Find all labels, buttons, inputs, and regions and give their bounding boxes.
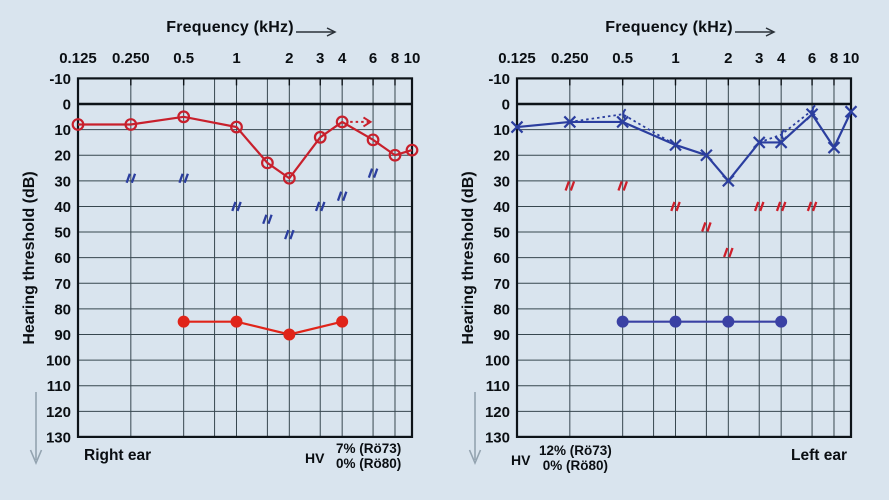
svg-text:1: 1 — [232, 50, 240, 67]
svg-text:4: 4 — [338, 50, 347, 67]
audiogram-panel-right-ear: -10 0 10 20 30 40 50 60 70 80 90 100 110 120 130 0.125 0… — [21, 19, 421, 471]
svg-text:0: 0 — [63, 97, 71, 114]
distortion-line-2: 0% (Rö80) — [542, 457, 609, 473]
right-arrow-icon — [296, 27, 337, 37]
svg-text:2: 2 — [285, 50, 293, 67]
svg-text:6: 6 — [808, 50, 816, 67]
svg-text:70: 70 — [493, 276, 510, 293]
svg-text:90: 90 — [493, 327, 510, 344]
svg-text:120: 120 — [485, 404, 510, 421]
down-arrow-icon — [29, 392, 43, 466]
x-axis-title: Frequency (kHz) — [605, 19, 733, 36]
svg-text:0.125: 0.125 — [498, 50, 536, 67]
svg-text:70: 70 — [54, 276, 71, 293]
svg-text:0: 0 — [502, 97, 510, 114]
svg-text:0.5: 0.5 — [612, 50, 633, 67]
hv-label: HV — [305, 450, 325, 466]
svg-text:30: 30 — [54, 173, 71, 190]
svg-text:110: 110 — [47, 378, 71, 395]
hv-label: HV — [511, 452, 531, 468]
svg-text:30: 30 — [493, 173, 510, 190]
audiogram-panel-left-ear: -10 0 10 20 30 40 50 60 70 80 90 100 110 120 130 0.125 0… — [439, 0, 889, 500]
y-axis-title: Hearing threshold (dB) — [21, 171, 38, 345]
ear-label-right: Right ear — [84, 447, 152, 464]
x-axis-title: Frequency (kHz) — [166, 19, 294, 36]
svg-text:100: 100 — [485, 353, 510, 370]
svg-text:90: 90 — [54, 327, 71, 344]
svg-text:130: 130 — [485, 429, 510, 446]
svg-text:10: 10 — [404, 50, 421, 67]
svg-text:2: 2 — [724, 50, 732, 67]
down-arrow-icon — [468, 392, 482, 466]
svg-text:110: 110 — [486, 378, 510, 395]
y-axis-title: Hearing threshold (dB) — [460, 171, 477, 345]
ear-label-left: Left ear — [791, 447, 847, 464]
svg-text:6: 6 — [369, 50, 377, 67]
svg-text:80: 80 — [54, 301, 71, 318]
svg-text:0.125: 0.125 — [59, 50, 97, 67]
svg-text:-10: -10 — [488, 71, 510, 88]
svg-text:10: 10 — [843, 50, 860, 67]
right-arrow-icon — [735, 27, 776, 37]
svg-text:0.5: 0.5 — [173, 50, 194, 67]
distortion-line-2: 0% (Rö80) — [336, 455, 402, 471]
svg-text:8: 8 — [830, 50, 838, 67]
svg-text:10: 10 — [493, 122, 510, 139]
distortion-line-1: 12% (Rö73) — [539, 443, 612, 458]
svg-text:100: 100 — [46, 353, 71, 370]
svg-text:4: 4 — [777, 50, 786, 67]
distortion-values: 7% (Rö73) 0% (Rö80) — [336, 441, 402, 471]
svg-text:60: 60 — [493, 250, 510, 267]
svg-text:60: 60 — [54, 250, 71, 267]
svg-text:130: 130 — [46, 429, 71, 446]
svg-text:50: 50 — [493, 225, 510, 242]
svg-text:20: 20 — [493, 148, 510, 165]
svg-text:-10: -10 — [49, 71, 71, 88]
svg-text:0.250: 0.250 — [112, 50, 150, 67]
svg-text:10: 10 — [54, 122, 71, 139]
svg-text:20: 20 — [54, 148, 71, 165]
distortion-values: 12% (Rö73) 0% (Rö80) — [539, 443, 612, 473]
svg-text:3: 3 — [316, 50, 324, 67]
svg-text:0.250: 0.250 — [551, 50, 589, 67]
svg-text:50: 50 — [54, 225, 71, 242]
svg-text:1: 1 — [671, 50, 679, 67]
svg-text:40: 40 — [54, 199, 71, 216]
svg-text:40: 40 — [493, 199, 510, 216]
distortion-line-1: 7% (Rö73) — [336, 441, 402, 456]
svg-text:8: 8 — [391, 50, 399, 67]
svg-text:120: 120 — [46, 404, 71, 421]
svg-text:3: 3 — [755, 50, 763, 67]
svg-text:80: 80 — [493, 301, 510, 318]
